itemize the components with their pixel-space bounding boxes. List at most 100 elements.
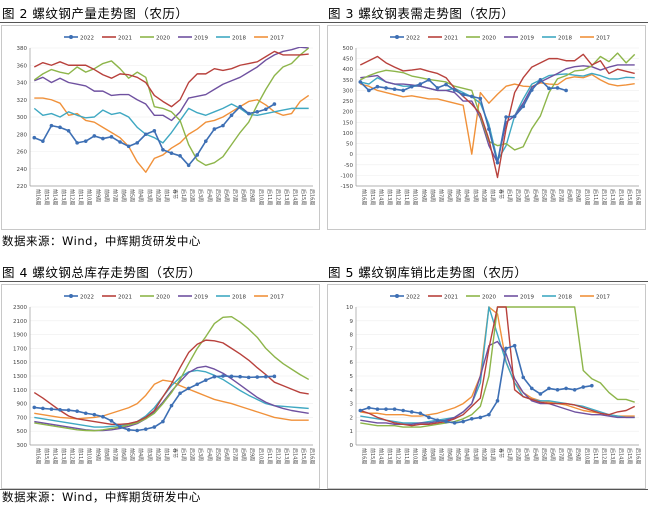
x-tick-label: 后10周 [583,189,590,205]
legend-label-2020: 2020 [482,295,496,301]
x-tick-label: 前8周 [103,189,110,202]
x-tick-label: 前1周 [163,189,170,202]
data-point-2022 [49,123,54,128]
legend-label-2017: 2017 [270,36,284,42]
data-point-2022 [186,386,191,391]
x-tick-label: 后1周 [180,448,187,461]
x-tick-label: 前8周 [103,448,110,461]
x-tick-label: 前7周 [437,448,444,461]
x-tick-label: 后8周 [240,189,247,202]
x-tick-label: 后8周 [566,448,573,461]
data-point-2022 [255,375,260,379]
data-point-2022 [452,88,457,92]
x-tick-label: 后9周 [249,189,256,202]
data-point-2022 [204,378,208,382]
y-tick-label: 300 [343,88,354,94]
x-tick-label: 前16周 [34,448,41,464]
x-tick-label: 后5周 [540,189,547,202]
x-tick-label: 后13周 [609,448,616,464]
data-point-2022 [186,163,191,168]
series-line-2020 [33,47,310,166]
y-tick-label: 260 [17,150,28,156]
x-tick-label: 前1周 [163,448,170,461]
data-point-2022 [504,346,508,351]
x-tick-label: 后10周 [257,448,264,464]
x-tick-label: 前4周 [463,189,470,202]
data-point-2022 [152,129,157,133]
divider [0,489,648,490]
series-line-2021 [33,50,309,108]
x-tick-label: 后16周 [309,448,316,464]
x-tick-label: 前7周 [437,189,444,202]
x-tick-label: 前13周 [386,448,393,464]
x-tick-label: 前1周 [489,448,496,461]
y-tick-label: 1700 [13,346,27,352]
data-point-2022 [264,107,268,112]
x-tick-label: 前3周 [472,448,479,461]
x-tick-label: 前16周 [34,189,41,205]
data-point-2022 [564,386,568,391]
y-tick-label: 150 [343,120,354,126]
data-point-2022 [401,88,405,93]
x-tick-label: 春节 [498,448,505,458]
x-tick-label: 后12周 [600,448,607,464]
figure-caption: 图 5 螺纹钢库销比走势图（农历） [328,265,528,280]
legend-marker-2022 [69,294,73,298]
y-tick-label: 1100 [13,388,27,394]
x-tick-label: 前10周 [86,189,93,205]
legend: 2022 2021 2020 2019 2018 2017 [390,294,610,301]
data-point-2022 [512,343,517,348]
x-tick-label: 后14周 [292,448,299,464]
source-note: 数据来源：Wind，中辉期货研发中心 [2,490,201,504]
x-tick-label: 前5周 [129,448,136,461]
x-tick-label: 前13周 [60,448,67,464]
data-point-2022 [49,407,54,411]
data-point-2022 [212,127,217,131]
y-tick-label: 280 [17,132,28,138]
data-point-2022 [521,104,526,109]
y-tick-label: 2100 [13,319,27,325]
series-line-2020 [359,52,636,151]
data-point-2022 [384,407,388,411]
y-tick-label: 200 [343,110,354,116]
x-tick-label: 前15周 [43,448,50,464]
x-tick-label: 后3周 [197,448,204,461]
legend: 2022 2021 2020 2019 2018 2017 [390,35,610,42]
data-point-2022 [229,374,234,379]
data-point-2022 [427,78,431,82]
data-point-2022 [143,132,148,137]
x-tick-label: 前15周 [369,448,376,464]
data-point-2022 [461,419,465,424]
x-tick-label: 前6周 [446,448,453,461]
chart-panel-inventory: 2022 2021 2020 2019 2018 2017 300 500 700 900 1100… [1,284,320,489]
legend: 2022 2021 2020 2019 2018 2017 [64,35,284,42]
y-tick-label: 450 [343,57,354,63]
data-point-2022 [452,421,457,425]
x-tick-label: 前2周 [154,448,161,461]
data-point-2022 [435,418,440,422]
y-tick-label: 5 [350,374,354,380]
data-point-2022 [504,115,508,119]
y-tick-label: 900 [17,402,28,408]
data-point-2022 [66,408,71,412]
y-tick-label: 1 [350,429,354,435]
data-point-2022 [221,374,225,378]
x-tick-label: 后10周 [583,448,590,464]
data-point-2022 [444,419,448,424]
data-point-2022 [101,136,105,141]
x-tick-label: 前11周 [403,448,410,464]
x-tick-label: 后12周 [274,189,281,205]
data-point-2022 [530,88,534,92]
data-point-2022 [255,110,260,114]
x-tick-label: 后7周 [232,448,239,461]
x-tick-label: 后4周 [532,448,539,461]
data-point-2022 [238,104,242,109]
x-tick-label: 前9周 [420,189,427,202]
y-tick-label: 100 [343,131,354,137]
inventory-sales-ratio-chart: 2022 2021 2020 2019 2018 2017 0 1 2 3 4 5 6 7 8 9 10 前16周… [346,294,642,464]
x-tick-label: 后9周 [249,448,256,461]
x-tick-label: 后1周 [506,189,513,202]
x-tick-label: 前4周 [137,189,144,202]
legend-marker-2022 [69,35,73,39]
series-line-2021 [359,53,635,179]
